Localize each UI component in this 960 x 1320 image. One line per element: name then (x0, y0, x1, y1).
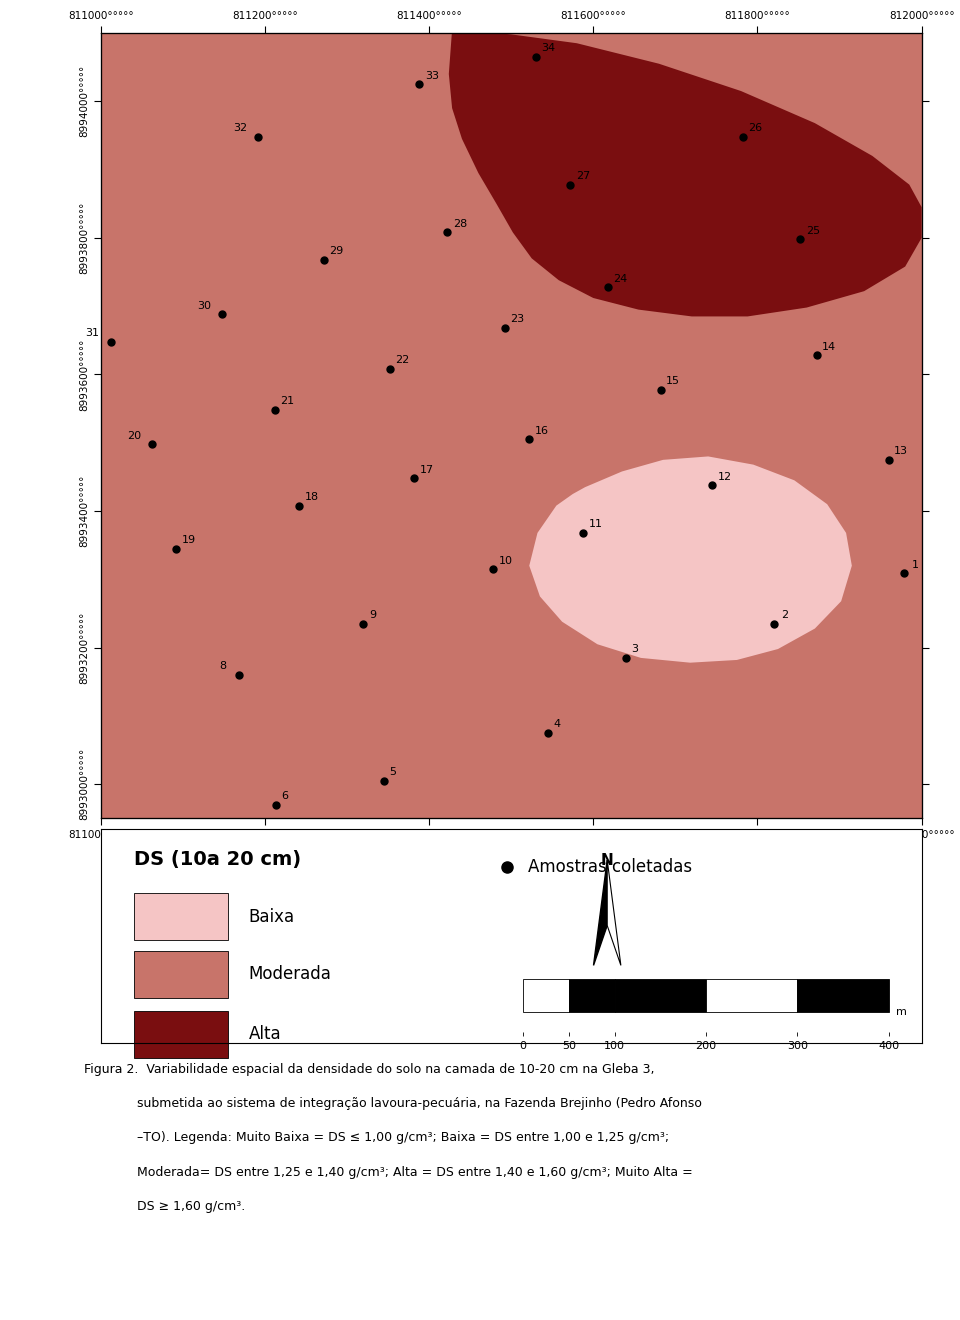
Text: 3: 3 (632, 644, 638, 655)
Text: 8: 8 (219, 661, 227, 672)
Polygon shape (607, 859, 621, 965)
Text: 33: 33 (425, 71, 439, 81)
Text: N: N (601, 853, 613, 867)
Text: 5: 5 (390, 767, 396, 777)
Text: 20: 20 (127, 430, 141, 441)
Text: Amostras coletadas: Amostras coletadas (528, 858, 692, 876)
Text: 6: 6 (281, 791, 288, 801)
Text: 24: 24 (613, 273, 628, 284)
Text: 19: 19 (181, 535, 196, 545)
Bar (798, 979, 889, 1012)
Bar (523, 979, 569, 1012)
Text: 34: 34 (541, 44, 556, 53)
Bar (614, 979, 706, 1012)
Text: 14: 14 (822, 342, 836, 352)
Text: 21: 21 (280, 396, 295, 407)
Text: Figura 2.  Variabilidade espacial da densidade do solo na camada de 10-20 cm na : Figura 2. Variabilidade espacial da dens… (84, 1063, 655, 1076)
Text: m: m (897, 1007, 907, 1018)
Text: 1: 1 (912, 561, 919, 570)
Text: 23: 23 (510, 314, 524, 325)
Text: 29: 29 (329, 247, 344, 256)
Polygon shape (449, 29, 922, 317)
Text: 31: 31 (85, 329, 100, 338)
Text: 25: 25 (805, 226, 820, 236)
Text: 32: 32 (233, 123, 248, 133)
Bar (706, 979, 798, 1012)
Text: 16: 16 (535, 426, 549, 436)
Text: 28: 28 (453, 219, 467, 228)
Text: 2: 2 (780, 610, 788, 620)
Text: Moderada= DS entre 1,25 e 1,40 g/cm³; Alta = DS entre 1,40 e 1,60 g/cm³; Muito A: Moderada= DS entre 1,25 e 1,40 g/cm³; Al… (137, 1166, 693, 1179)
Text: 11: 11 (589, 519, 603, 529)
Text: Alta: Alta (249, 1026, 281, 1043)
Text: Moderada: Moderada (249, 965, 331, 983)
Text: 9: 9 (369, 610, 376, 620)
Text: submetida ao sistema de integração lavoura-pecuária, na Fazenda Brejinho (Pedro : submetida ao sistema de integração lavou… (137, 1097, 702, 1110)
Polygon shape (593, 859, 607, 965)
Text: 22: 22 (396, 355, 410, 366)
Text: 18: 18 (305, 492, 319, 502)
Bar (569, 979, 614, 1012)
Text: 4: 4 (554, 719, 561, 730)
Text: –TO). Legenda: Muito Baixa = DS ≤ 1,00 g/cm³; Baixa = DS entre 1,00 e 1,25 g/cm³: –TO). Legenda: Muito Baixa = DS ≤ 1,00 g… (137, 1131, 669, 1144)
Text: 30: 30 (197, 301, 211, 310)
Text: 12: 12 (718, 471, 732, 482)
Text: Baixa: Baixa (249, 908, 295, 925)
Text: 17: 17 (420, 465, 434, 475)
Text: DS (10a 20 cm): DS (10a 20 cm) (133, 850, 300, 870)
Text: DS ≥ 1,60 g/cm³.: DS ≥ 1,60 g/cm³. (137, 1200, 246, 1213)
Text: 13: 13 (895, 446, 908, 457)
Text: 26: 26 (748, 123, 762, 133)
Text: 10: 10 (498, 556, 513, 565)
Polygon shape (529, 457, 852, 663)
Text: 27: 27 (576, 172, 590, 181)
Text: 15: 15 (666, 376, 680, 385)
